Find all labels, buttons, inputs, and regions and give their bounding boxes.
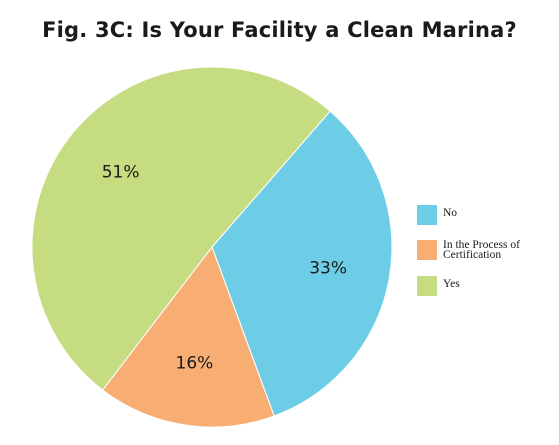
legend-label-no: No [443,207,458,219]
legend-item-in-process: In the Process of Certification [417,239,543,261]
data-label-no: 33% [309,258,347,278]
legend-item-yes: Yes [417,276,543,296]
legend-item-no: No [417,205,543,225]
legend-label-yes: Yes [443,278,460,290]
data-label-yes: 51% [102,162,140,182]
chart-title: Fig. 3C: Is Your Facility a Clean Marina… [42,18,517,42]
legend-swatch-yes [417,276,437,296]
pie-slice-in-the-process-of-certification [101,245,275,428]
legend-label-in-process: In the Process of Certification [443,239,520,261]
pie-slice-no [211,110,393,417]
pie-slice-yes [31,66,331,391]
legend-swatch-no [417,205,437,225]
legend-swatch-in-process [417,240,437,260]
data-label-in-the-process-of-certification: 16% [176,354,214,374]
